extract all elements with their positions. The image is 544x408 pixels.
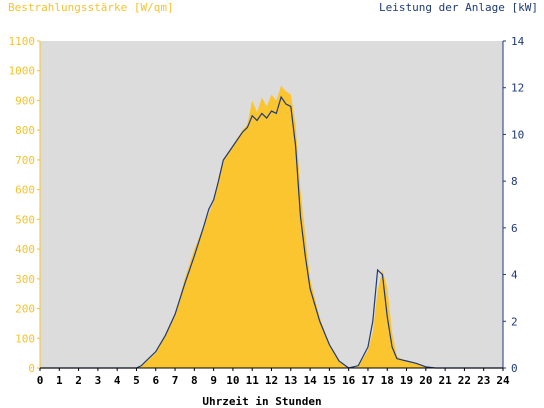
x-tick-label: 13 [284,374,297,387]
x-tick-label: 11 [246,374,260,387]
right-tick-label: 12 [511,82,524,95]
right-tick-label: 14 [511,35,525,48]
x-tick-label: 18 [381,374,394,387]
x-tick-label: 1 [56,374,63,387]
x-tick-label: 23 [477,374,490,387]
left-tick-label: 800 [15,124,35,137]
left-tick-label: 1100 [9,35,36,48]
x-tick-label: 21 [439,374,453,387]
left-tick-label: 0 [28,362,35,375]
x-tick-label: 22 [458,374,471,387]
x-tick-label: 14 [303,374,317,387]
left-tick-label: 100 [15,332,35,345]
right-tick-label: 8 [511,175,518,188]
left-tick-label: 600 [15,184,35,197]
left-tick-label: 900 [15,94,35,107]
x-tick-label: 7 [172,374,179,387]
title-left: Bestrahlungsstärke [W/qm] [8,1,174,14]
power-line [40,95,503,369]
left-tick-label: 700 [15,154,35,167]
x-tick-label: 5 [133,374,140,387]
left-tick-label: 1000 [9,65,36,78]
x-tick-label: 17 [361,374,374,387]
x-tick-label: 24 [496,374,510,387]
right-tick-label: 0 [511,362,518,375]
left-tick-label: 300 [15,273,35,286]
right-tick-label: 10 [511,128,524,141]
x-tick-label: 19 [400,374,413,387]
x-tick-label: 20 [419,374,432,387]
left-tick-label: 400 [15,243,35,256]
x-tick-label: 4 [114,374,121,387]
left-tick-label: 500 [15,213,35,226]
right-tick-label: 4 [511,269,518,282]
right-tick-label: 6 [511,222,518,235]
right-tick-label: 2 [511,315,518,328]
x-tick-label: 3 [95,374,102,387]
x-tick-label: 12 [265,374,278,387]
left-tick-label: 200 [15,303,35,316]
x-tick-label: 8 [191,374,198,387]
title-right: Leistung der Anlage [kW] [379,1,538,14]
x-tick-label: 15 [323,374,336,387]
x-tick-label: 0 [37,374,44,387]
irradiance-area [40,85,503,368]
x-tick-label: 2 [75,374,82,387]
x-tick-label: 10 [226,374,239,387]
x-tick-label: 9 [210,374,217,387]
x-axis-title: Uhrzeit in Stunden [202,395,321,408]
x-tick-label: 16 [342,374,356,387]
x-tick-label: 6 [152,374,159,387]
